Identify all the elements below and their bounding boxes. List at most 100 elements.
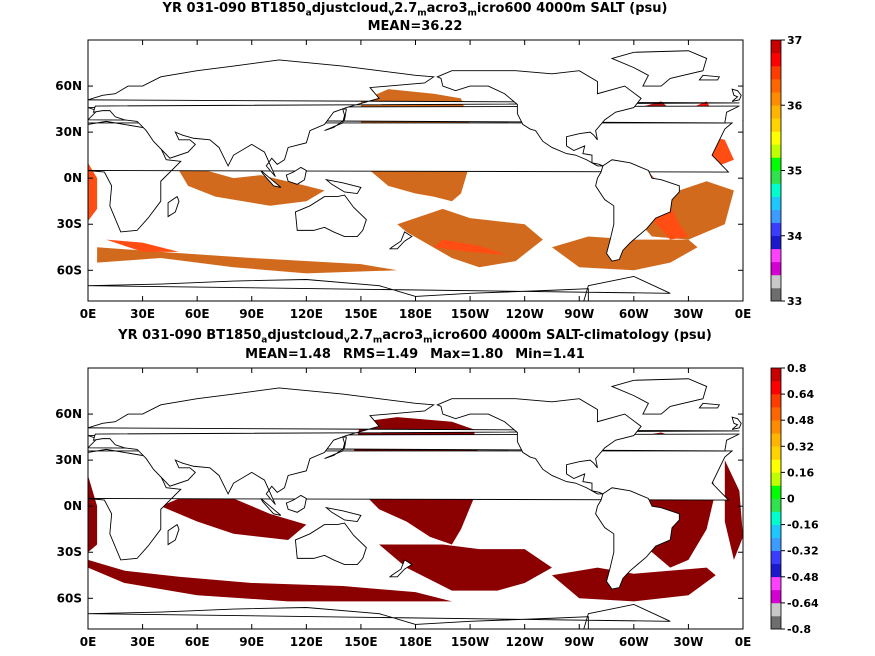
coastline-13 <box>0 276 15 316</box>
coastline-5 <box>260 170 282 188</box>
salinity-region-8 <box>88 162 98 222</box>
salinity-region-2 <box>178 170 325 206</box>
stat-value: MEAN=1.48 <box>245 347 331 362</box>
colorbar-swatch <box>771 485 781 499</box>
coastline-2 <box>88 387 740 505</box>
y-tick-label: 60N <box>55 79 82 93</box>
colorbar-label: 0.64 <box>787 388 814 401</box>
colorbar-swatch <box>771 511 781 525</box>
colorbar-swatch <box>771 602 781 617</box>
x-tick-label: 150W <box>451 307 489 321</box>
salinity-region-2 <box>88 559 452 602</box>
x-tick-label: 90W <box>564 307 594 321</box>
colorbar-swatch <box>771 66 781 80</box>
colorbar-swatch <box>771 459 781 473</box>
coastline-3 <box>294 522 367 565</box>
coastline-13 <box>742 285 743 287</box>
colorbar-label: 36 <box>787 99 803 112</box>
coastline-2 <box>88 59 740 177</box>
colorbar-swatch <box>771 235 781 250</box>
colorbar-swatch <box>771 92 781 106</box>
salinity-region-13 <box>433 239 507 255</box>
colorbar-label: 0.16 <box>787 466 814 479</box>
colorbar-swatch <box>771 53 781 67</box>
stat-value: Max=1.80 <box>430 347 504 362</box>
x-tick-label: 0E <box>735 307 752 321</box>
y-tick-label: 60N <box>55 407 82 421</box>
x-tick-label: 120E <box>290 635 323 649</box>
x-tick-label: 0E <box>80 307 97 321</box>
salinity-region-1 <box>379 544 552 591</box>
colorbar-swatch <box>771 446 781 460</box>
colorbar-swatch <box>771 576 781 591</box>
colorbar-swatch <box>771 274 781 289</box>
y-tick-label: 30N <box>55 125 82 139</box>
salinity-region-7 <box>724 460 743 560</box>
coastline-7 <box>324 108 347 132</box>
panel2-map: 0E 30E 60E 90E 120E 150E 180E 150W 120W 90W 60W 30W… <box>0 367 834 649</box>
y-tick-label: 30N <box>55 453 82 467</box>
y-tick-label: 0N <box>64 499 82 513</box>
coastline-9 <box>0 160 24 261</box>
coastline-14 <box>388 231 413 250</box>
stat-value: RMS=1.49 <box>342 347 419 362</box>
x-tick-label: 150E <box>344 307 377 321</box>
x-tick-label: 60W <box>619 307 649 321</box>
coastline-4 <box>285 494 307 513</box>
x-tick-label: 120W <box>506 635 544 649</box>
coastline-8 <box>436 398 642 495</box>
y-tick-label: 30S <box>57 217 82 231</box>
coastline-12 <box>823 197 834 217</box>
colorbar-swatch <box>771 196 781 210</box>
coastline-1 <box>0 106 84 123</box>
y-tick-label: 30S <box>57 545 82 559</box>
coastline-6 <box>324 506 362 523</box>
colorbar-label: -0.32 <box>787 545 819 558</box>
colorbar-swatch <box>771 537 781 551</box>
colorbar-label: 33 <box>787 295 802 308</box>
coastline-10 <box>610 50 708 87</box>
coastline-3 <box>294 194 367 237</box>
colorbar-label: 35 <box>787 165 802 178</box>
colorbar-swatch <box>771 222 781 237</box>
coastline-10 <box>0 51 52 86</box>
colorbar-swatch <box>771 118 781 132</box>
panel1-colorbar: 37 36 35 34 33 <box>770 34 803 308</box>
salinity-region-4 <box>551 236 698 271</box>
panel2-title: YR 031-090 BT1850adjustcloudv2.7macro3mi… <box>118 328 712 346</box>
y-tick-label: 0N <box>64 171 82 185</box>
coastline-12 <box>167 195 180 218</box>
salinity-region-9 <box>106 239 179 252</box>
x-tick-label: 150W <box>451 635 489 649</box>
coastline-1 <box>0 434 84 451</box>
coastline-14 <box>388 559 413 578</box>
colorbar-swatch <box>771 79 781 93</box>
colorbar-swatch <box>771 40 781 54</box>
salinity-region-6 <box>88 475 98 553</box>
colorbar-label: -0.16 <box>787 519 819 532</box>
colorbar-label: 0.48 <box>787 414 814 427</box>
y-tick-label: 60S <box>57 263 82 277</box>
colorbar-swatch <box>771 157 781 171</box>
x-tick-label: 90W <box>564 635 594 649</box>
y-tick-label: 60S <box>57 591 82 605</box>
x-tick-label: 30W <box>673 307 703 321</box>
coastline-11 <box>698 402 721 409</box>
coastline-8 <box>436 70 642 167</box>
colorbar-label: 34 <box>787 230 803 243</box>
colorbar-label: 0.32 <box>787 440 814 453</box>
colorbar-swatch <box>771 420 781 434</box>
panel1-map: 0E 30E 60E 90E 120E 150E 180E 150W 120W 90W 60W 30W… <box>0 39 834 321</box>
colorbar-label: -0.64 <box>787 597 819 610</box>
coastline-12 <box>823 525 834 545</box>
colorbar-swatch <box>771 248 781 263</box>
colorbar-swatch <box>771 524 781 538</box>
coastline-6 <box>324 178 362 195</box>
colorbar-swatch <box>771 287 781 302</box>
colorbar-label: -0.8 <box>787 623 811 636</box>
colorbar-swatch <box>771 209 781 223</box>
x-tick-label: 60W <box>619 635 649 649</box>
colorbar-swatch <box>771 183 781 197</box>
coastline-10 <box>0 379 52 414</box>
coastline-1 <box>741 107 743 121</box>
